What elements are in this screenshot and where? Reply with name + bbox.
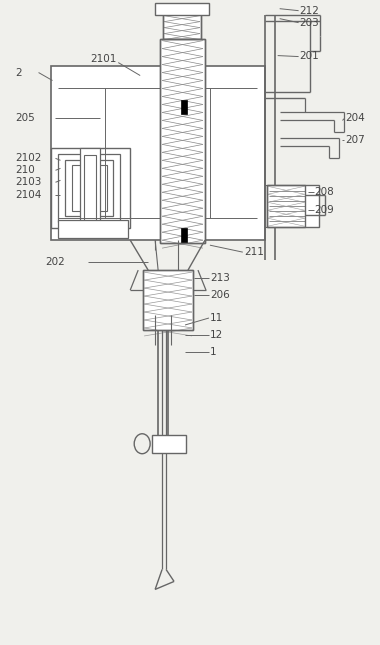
Bar — [155, 3, 209, 15]
Bar — [160, 39, 205, 243]
Bar — [163, 8, 201, 39]
Text: 209: 209 — [315, 205, 334, 215]
Text: 203: 203 — [299, 17, 319, 28]
Bar — [59, 220, 128, 238]
Bar — [59, 154, 120, 223]
Text: 12: 12 — [210, 330, 223, 340]
Text: 207: 207 — [345, 135, 365, 145]
Bar — [51, 148, 130, 228]
Bar — [51, 66, 265, 240]
Text: 2101: 2101 — [90, 54, 117, 64]
Bar — [81, 148, 100, 228]
Bar — [267, 185, 305, 227]
Text: 1: 1 — [210, 347, 217, 357]
Text: 210: 210 — [16, 165, 35, 175]
Bar — [84, 155, 97, 221]
Text: 208: 208 — [315, 187, 334, 197]
Bar — [160, 39, 205, 243]
Text: 205: 205 — [16, 114, 35, 123]
Text: 212: 212 — [299, 6, 320, 15]
Bar — [73, 165, 107, 212]
Bar — [267, 185, 318, 227]
Bar — [181, 101, 187, 114]
Text: 2103: 2103 — [16, 177, 42, 187]
Text: 211: 211 — [244, 247, 264, 257]
Text: 2104: 2104 — [16, 190, 42, 201]
Text: 202: 202 — [46, 257, 65, 267]
Bar — [152, 435, 186, 453]
Bar — [181, 228, 187, 242]
Bar — [65, 161, 113, 216]
Text: 201: 201 — [299, 50, 319, 61]
Text: 213: 213 — [210, 273, 230, 283]
Text: 206: 206 — [210, 290, 230, 300]
Bar — [143, 270, 193, 330]
Text: 11: 11 — [210, 313, 223, 323]
Bar — [143, 270, 193, 330]
Text: 2102: 2102 — [16, 154, 42, 163]
Text: 2: 2 — [16, 68, 22, 77]
Bar — [163, 8, 201, 39]
Text: 204: 204 — [345, 114, 365, 123]
